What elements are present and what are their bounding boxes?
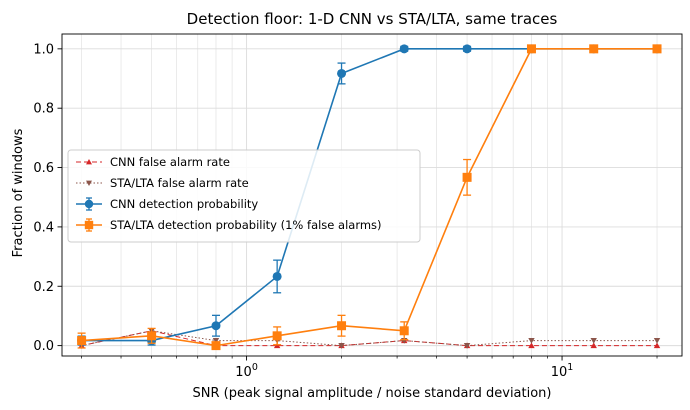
- legend-swatch-marker: [86, 180, 92, 186]
- y-tick-label: 1.0: [33, 42, 54, 57]
- data-point: [399, 44, 409, 54]
- data-point: [338, 343, 345, 349]
- legend-label: STA/LTA detection probability (1% false …: [110, 218, 382, 232]
- data-point: [653, 342, 661, 349]
- data-point: [337, 68, 347, 78]
- series-line: [81, 330, 658, 347]
- y-tick-label: 0.8: [33, 102, 54, 117]
- data-point: [589, 44, 599, 54]
- legend-label: STA/LTA false alarm rate: [110, 176, 249, 190]
- tick-layer: 100 101 0.0 0.2 0.4 0.6 0.8 1.0: [33, 42, 658, 380]
- data-point: [272, 271, 282, 281]
- legend-box: [67, 149, 421, 243]
- y-axis-label: Fraction of windows: [11, 128, 26, 257]
- data-point: [526, 44, 536, 54]
- plot-frame: [61, 33, 683, 357]
- legend-swatch-marker: [84, 199, 94, 209]
- data-point: [590, 338, 597, 344]
- data-point: [147, 331, 157, 341]
- data-point: [211, 341, 221, 351]
- x-tick-label: 101: [551, 362, 574, 380]
- series-line: [81, 330, 658, 347]
- data-point: [590, 342, 597, 349]
- x-tick-label: 100: [235, 362, 258, 380]
- data-point: [528, 338, 535, 344]
- data-point: [652, 44, 662, 54]
- legend-label: CNN false alarm rate: [110, 155, 230, 169]
- y-tick-label: 0.0: [33, 339, 54, 354]
- legend: CNN false alarm rate STA/LTA false alarm …: [67, 149, 421, 243]
- legend-swatch-marker: [84, 220, 94, 230]
- data-point: [528, 342, 535, 349]
- data-point: [463, 343, 471, 349]
- data-point: [337, 321, 347, 331]
- y-tick-label: 0.4: [33, 220, 54, 235]
- chart-title: Detection floor: 1-D CNN vs STA/LTA, sam…: [187, 10, 558, 28]
- data-point: [272, 331, 282, 341]
- y-tick-label: 0.2: [33, 280, 54, 295]
- legend-label: CNN detection probability: [110, 197, 258, 211]
- data-point: [653, 338, 661, 344]
- y-tick-label: 0.6: [33, 161, 54, 176]
- series-layer: [77, 44, 662, 351]
- data-point: [211, 321, 221, 331]
- series-line: [81, 48, 658, 347]
- series-4: [77, 44, 662, 351]
- data-point: [399, 326, 409, 336]
- grid: [62, 34, 682, 356]
- data-point: [462, 172, 472, 182]
- legend-swatch-marker: [86, 159, 92, 165]
- data-point: [462, 44, 472, 54]
- data-point: [77, 336, 87, 346]
- x-axis-label: SNR (peak signal amplitude / noise stand…: [192, 386, 551, 401]
- data-point: [212, 338, 220, 344]
